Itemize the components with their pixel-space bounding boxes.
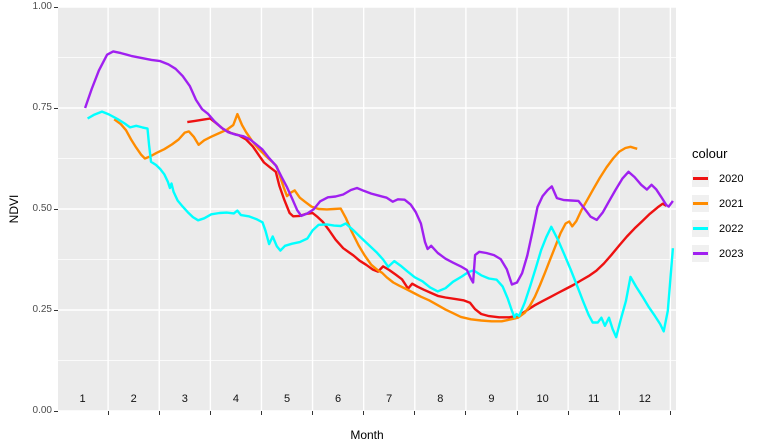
legend-key-line — [693, 202, 708, 205]
y-tick-label: 0.25 — [32, 304, 52, 315]
legend-item-2022: 2022 — [692, 220, 772, 237]
axis-tick — [54, 107, 58, 109]
x-tick-label: 7 — [386, 393, 392, 405]
axis-tick — [312, 411, 314, 415]
y-tick-label: 1.00 — [32, 1, 52, 12]
x-tick-label: 4 — [233, 393, 239, 405]
axis-tick — [567, 411, 569, 415]
legend-key-line — [693, 227, 708, 230]
legend-item-2020: 2020 — [692, 170, 772, 187]
x-tick-label: 8 — [437, 393, 443, 405]
x-tick-label: 3 — [182, 393, 188, 405]
axis-tick — [260, 411, 262, 415]
axis-tick — [54, 6, 58, 8]
axis-tick — [54, 309, 58, 311]
legend-label: 2022 — [719, 222, 744, 235]
legend-items: 2020 2021 2022 2023 — [692, 170, 772, 262]
legend-key-line — [693, 252, 708, 255]
axis-tick — [618, 411, 620, 415]
legend-key-swatch — [692, 170, 709, 187]
legend-label: 2023 — [719, 247, 744, 260]
plot-panel: 1 2 3 4 5 6 7 8 9 10 11 12 — [58, 7, 676, 411]
legend-title: colour — [692, 146, 728, 161]
legend-label: 2021 — [719, 197, 744, 210]
y-tick-label: 0.75 — [32, 102, 52, 113]
axis-tick — [209, 411, 211, 415]
y-tick-label: 0.50 — [32, 203, 52, 214]
series-line-2022 — [86, 110, 675, 339]
series-line-2020 — [187, 117, 667, 319]
x-tick-label: 1 — [79, 393, 85, 405]
y-axis-title: NDVI — [7, 194, 21, 224]
series-line-2021 — [113, 112, 638, 323]
legend-key-swatch — [692, 195, 709, 212]
legend-label: 2020 — [719, 172, 744, 185]
x-axis-title: Month — [350, 428, 384, 442]
y-tick-label: 0.00 — [32, 405, 52, 416]
x-tick-label: 12 — [639, 393, 651, 405]
legend: colour 2020 2021 2022 2023 — [692, 146, 772, 270]
legend-key-swatch — [692, 245, 709, 262]
series-line-2023 — [83, 50, 674, 286]
x-tick-label: 10 — [536, 393, 548, 405]
axis-tick — [465, 411, 467, 415]
x-tick-label: 11 — [588, 393, 599, 405]
axis-tick — [516, 411, 518, 415]
legend-item-2021: 2021 — [692, 195, 772, 212]
legend-key-swatch — [692, 220, 709, 237]
axis-tick — [158, 411, 160, 415]
legend-key-line — [693, 177, 708, 180]
axis-tick — [54, 410, 58, 412]
x-tick-label: 2 — [131, 393, 137, 405]
axis-tick — [363, 411, 365, 415]
axis-tick — [107, 411, 109, 415]
x-tick-label: 6 — [335, 393, 341, 405]
axis-tick — [54, 208, 58, 210]
plot-area: 1 2 3 4 5 6 7 8 9 10 11 12 — [58, 7, 676, 411]
axis-tick — [669, 411, 671, 415]
x-tick-label: 9 — [488, 393, 494, 405]
x-tick-label: 5 — [284, 393, 290, 405]
legend-item-2023: 2023 — [692, 245, 772, 262]
axis-tick — [414, 411, 416, 415]
